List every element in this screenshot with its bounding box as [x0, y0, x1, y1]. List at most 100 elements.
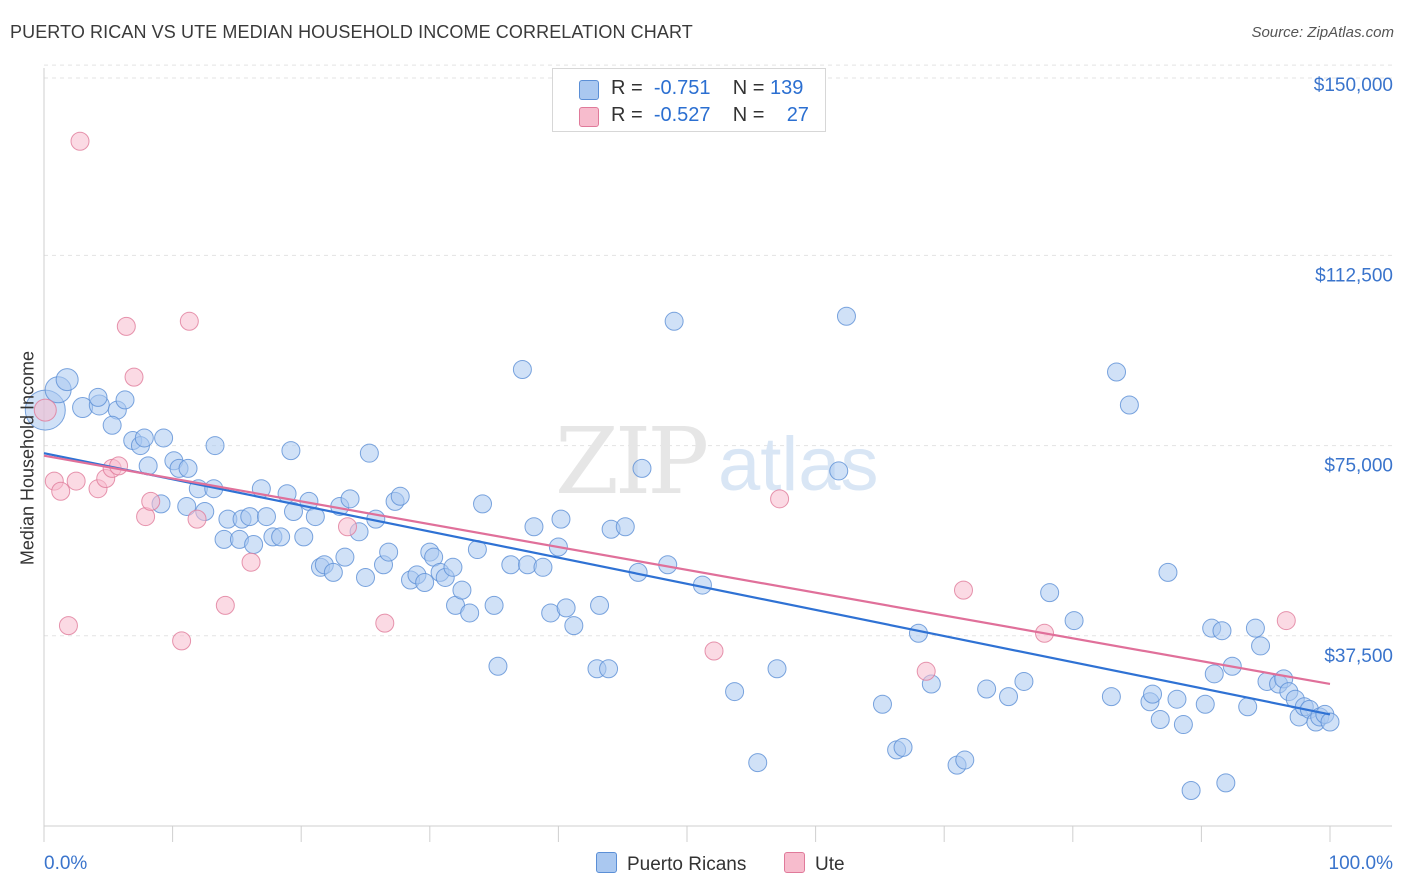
- bottom-legend-puerto-ricans: Puerto Ricans: [596, 852, 746, 876]
- data-point: [179, 311, 199, 331]
- chart-title: PUERTO RICAN VS UTE MEDIAN HOUSEHOLD INC…: [10, 22, 693, 42]
- data-point: [102, 415, 122, 435]
- data-point: [1158, 562, 1178, 582]
- y-tick-label: $37,500: [1324, 646, 1393, 667]
- bottom-legend-label-puerto-ricans: Puerto Ricans: [627, 854, 747, 875]
- data-point: [1014, 671, 1034, 691]
- data-point: [501, 555, 521, 575]
- data-point: [916, 661, 936, 681]
- data-point: [256, 507, 276, 527]
- data-point: [294, 527, 314, 547]
- data-point: [244, 534, 264, 554]
- data-point: [725, 682, 745, 702]
- data-point: [141, 491, 161, 511]
- data-point: [415, 573, 435, 593]
- data-point: [390, 486, 410, 506]
- data-point: [337, 517, 357, 537]
- data-point: [533, 557, 553, 577]
- data-point: [178, 458, 198, 478]
- data-point: [215, 595, 235, 615]
- data-point: [109, 456, 129, 476]
- data-point: [66, 471, 86, 491]
- data-point: [154, 428, 174, 448]
- data-point: [340, 489, 360, 509]
- data-point: [512, 359, 532, 379]
- data-point: [271, 527, 291, 547]
- data-point: [177, 496, 197, 516]
- data-point: [1107, 362, 1127, 382]
- legend-r-label: R =: [611, 77, 643, 99]
- data-point: [55, 368, 79, 392]
- data-point: [1181, 780, 1201, 800]
- data-point: [908, 623, 928, 643]
- data-point: [632, 458, 652, 478]
- bottom-legend-ute: Ute: [784, 852, 845, 876]
- data-point: [51, 481, 71, 501]
- data-point: [283, 502, 303, 522]
- y-tick-label: $75,000: [1324, 456, 1393, 477]
- data-point: [953, 580, 973, 600]
- data-point: [359, 443, 379, 463]
- data-point: [33, 398, 57, 422]
- data-point: [893, 737, 913, 757]
- watermark: ZIP atlas: [555, 408, 879, 515]
- data-point: [88, 387, 108, 407]
- data-point: [281, 441, 301, 461]
- x-tick-label-min: 0.0%: [44, 853, 87, 874]
- data-point: [615, 517, 635, 537]
- legend-swatch-ute: [579, 107, 599, 127]
- legend-r-value: -0.751: [653, 77, 711, 99]
- data-point: [1195, 694, 1215, 714]
- data-point: [1276, 611, 1296, 631]
- data-point: [704, 641, 724, 661]
- data-point: [767, 659, 787, 679]
- legend-n-label: N =: [732, 104, 765, 126]
- legend-swatch-puerto-ricans: [579, 80, 599, 100]
- data-point: [1204, 664, 1224, 684]
- data-point: [1245, 618, 1265, 638]
- bottom-legend-swatch-ute: [784, 852, 805, 873]
- data-point: [556, 598, 576, 618]
- series-puerto-ricans: [24, 306, 1340, 800]
- data-point: [1143, 684, 1163, 704]
- trend-line-puerto-ricans: [43, 452, 1331, 716]
- legend-n-value: 27: [786, 104, 809, 126]
- axes: [43, 68, 1392, 842]
- data-point: [564, 616, 584, 636]
- watermark-zip: ZIP: [555, 408, 706, 515]
- tick-labels: $37,500 $75,000 $112,500 $150,000 0.0% 100.0%: [44, 75, 1393, 874]
- data-point: [977, 679, 997, 699]
- data-point: [443, 557, 463, 577]
- data-point: [1320, 712, 1340, 732]
- data-point: [1212, 621, 1232, 641]
- data-point: [829, 461, 849, 481]
- legend-r-label: R =: [611, 104, 643, 126]
- data-point: [115, 390, 135, 410]
- legend-n-value: 139: [770, 77, 804, 99]
- y-tick-label: $150,000: [1314, 75, 1393, 96]
- x-tick-label-max: 100.0%: [1329, 853, 1394, 874]
- data-point: [205, 436, 225, 456]
- data-point: [1216, 773, 1236, 793]
- data-point: [187, 509, 207, 529]
- data-point: [473, 494, 493, 514]
- data-point: [124, 367, 144, 387]
- data-point: [356, 567, 375, 587]
- data-point: [999, 687, 1018, 707]
- data-point: [460, 603, 480, 623]
- legend-n-label: N =: [732, 77, 765, 99]
- data-point: [1167, 689, 1187, 709]
- trend-lines: [43, 452, 1331, 716]
- data-point: [484, 595, 504, 615]
- data-point: [599, 659, 619, 679]
- data-point: [1064, 611, 1084, 631]
- data-point: [323, 562, 343, 582]
- data-point: [748, 753, 768, 773]
- data-point: [452, 580, 472, 600]
- y-axis-label: Median Household Income: [17, 350, 38, 566]
- data-point: [551, 509, 571, 529]
- data-point: [664, 311, 684, 331]
- data-point: [134, 428, 154, 448]
- series-ute: [33, 131, 1296, 681]
- data-point: [1119, 395, 1139, 415]
